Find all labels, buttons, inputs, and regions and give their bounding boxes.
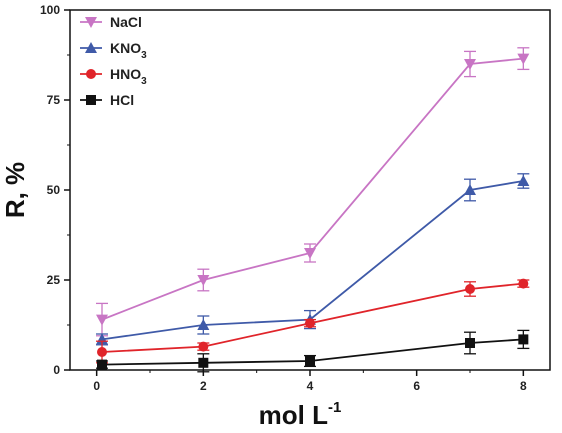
legend-marker <box>86 69 96 79</box>
data-point <box>197 319 210 330</box>
legend-marker <box>85 17 97 28</box>
data-point <box>97 359 107 370</box>
legend-marker <box>86 95 96 105</box>
data-point <box>517 175 530 186</box>
series-line <box>101 180 524 341</box>
x-axis-title-text: mol L <box>259 400 328 430</box>
series-hno3 <box>96 278 530 364</box>
x-tick-label: 6 <box>413 379 420 393</box>
x-tick-label: 4 <box>307 379 314 393</box>
x-axis-title: mol L-1 <box>259 399 342 430</box>
series-nacl <box>96 47 530 337</box>
legend-label: NaCl <box>110 14 142 30</box>
legend-label: KNO3 <box>110 40 147 61</box>
y-tick-label: 75 <box>47 93 61 107</box>
y-tick-label: 25 <box>47 273 61 287</box>
y-tick-label: 0 <box>53 363 60 377</box>
data-point <box>97 347 107 357</box>
data-point <box>96 314 108 326</box>
data-point <box>305 356 315 366</box>
data-point <box>518 334 529 345</box>
x-tick-label: 8 <box>520 379 527 393</box>
legend-label-subscript: 3 <box>141 50 147 61</box>
y-tick-label: 100 <box>40 3 60 17</box>
data-point <box>464 184 476 195</box>
data-point <box>518 278 529 289</box>
data-point <box>464 59 476 70</box>
data-point <box>305 318 315 329</box>
legend-label-subscript: 3 <box>141 76 147 87</box>
data-point <box>465 284 475 294</box>
data-point <box>517 53 530 65</box>
data-point <box>197 275 210 286</box>
legend-label: HCl <box>110 92 134 108</box>
legend-label-base: HNO <box>110 66 141 82</box>
data-point <box>198 357 209 368</box>
x-tick-label: 2 <box>200 379 207 393</box>
data-point <box>304 248 316 259</box>
x-tick-label: 0 <box>93 379 100 393</box>
series-line <box>101 57 524 321</box>
y-axis-title: R, % <box>0 162 30 218</box>
legend-label-base: KNO <box>110 40 141 56</box>
legend-marker <box>85 42 97 53</box>
data-point <box>465 338 475 348</box>
data-point <box>198 341 209 352</box>
x-axis-title-superscript: -1 <box>328 399 341 416</box>
y-tick-label: 50 <box>47 183 61 197</box>
series-hcl <box>96 329 530 373</box>
legend-label: HNO3 <box>110 66 147 87</box>
